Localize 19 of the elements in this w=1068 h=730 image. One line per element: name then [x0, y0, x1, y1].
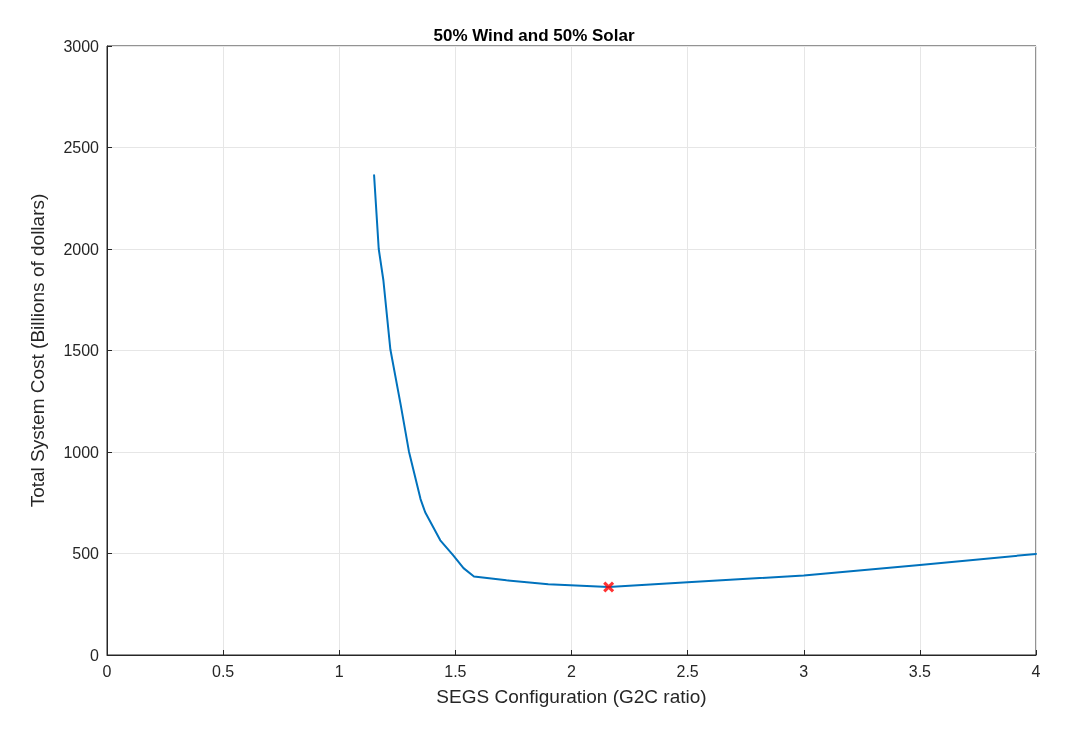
y-tick-label: 500 — [72, 545, 100, 562]
y-tick-label: 2500 — [63, 139, 100, 156]
y-tick-label: 1000 — [63, 443, 100, 461]
x-tick-label: 3 — [799, 662, 809, 680]
x-tick-label: 1 — [334, 662, 344, 680]
y-axis-title: Total System Cost (Billions of dollars) — [27, 193, 48, 508]
x-tick-label: 2 — [567, 662, 577, 680]
y-tick-label: 3000 — [63, 37, 100, 55]
x-tick-label: 2.5 — [676, 662, 699, 680]
x-axis-title: SEGS Configuration (G2C ratio) — [436, 686, 707, 707]
y-tick-label: 0 — [90, 646, 100, 664]
x-tick-label: 0.5 — [212, 662, 235, 680]
x-tick-label: 0 — [102, 662, 112, 680]
chart-title: 50% Wind and 50% Solar — [433, 26, 635, 45]
x-tick-label: 4 — [1031, 662, 1041, 680]
y-tick-label: 1500 — [63, 342, 100, 359]
y-tick-label: 2000 — [63, 240, 100, 258]
x-tick-label: 3.5 — [908, 662, 932, 680]
x-tick-label: 1.5 — [444, 662, 467, 680]
